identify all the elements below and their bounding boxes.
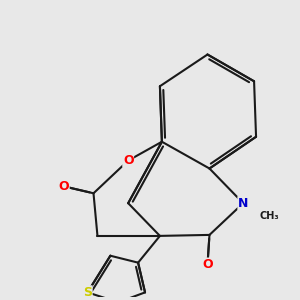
Text: N: N	[238, 197, 248, 210]
Text: CH₃: CH₃	[259, 211, 279, 221]
Text: O: O	[202, 258, 213, 271]
Text: O: O	[58, 180, 69, 193]
Text: S: S	[83, 286, 92, 299]
Text: O: O	[123, 154, 134, 167]
